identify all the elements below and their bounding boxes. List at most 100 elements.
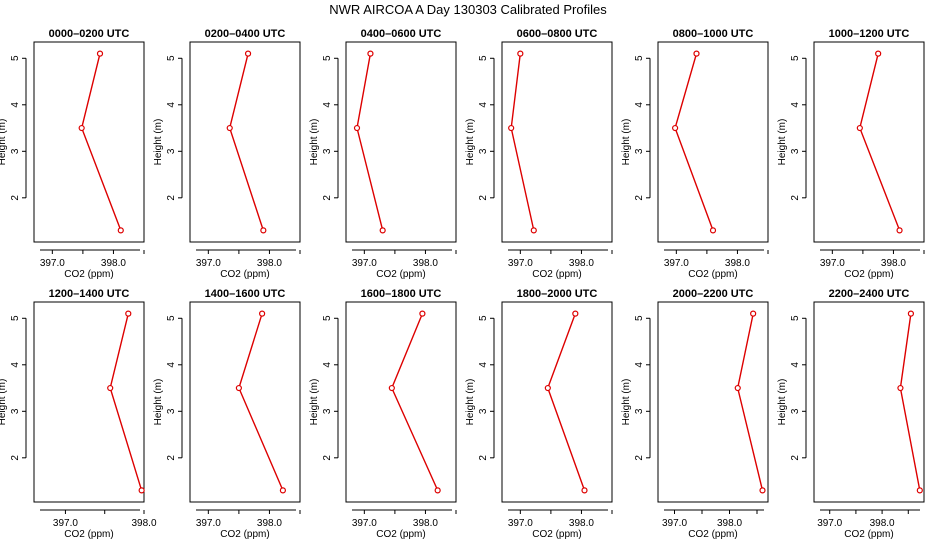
x-tick-label: 397.0 [196, 518, 221, 529]
y-tick-label: 3 [478, 148, 489, 154]
x-axis-label: CO2 (ppm) [220, 269, 269, 280]
y-tick-label: 3 [478, 408, 489, 414]
y-tick-label: 4 [322, 102, 333, 108]
y-axis-label: Height (m) [777, 379, 788, 426]
x-tick-label: 398.0 [413, 258, 438, 269]
x-tick-label: 398.0 [870, 518, 895, 529]
x-axis-label: CO2 (ppm) [376, 529, 425, 540]
data-point [279, 487, 286, 494]
x-tick-label: 398.0 [257, 518, 282, 529]
x-tick-label: 397.0 [820, 258, 845, 269]
data-point [572, 310, 579, 317]
y-tick-label: 3 [10, 148, 21, 154]
plot-frame [189, 41, 301, 243]
y-tick-label: 5 [634, 55, 645, 61]
y-axis-label: Height (m) [0, 379, 8, 426]
y-axis-label: Height (m) [309, 379, 320, 426]
panel-title: 0600–0800 UTC [517, 28, 598, 40]
plot-frame [813, 301, 925, 503]
profile-line [391, 313, 439, 491]
x-tick-label: 397.0 [53, 518, 78, 529]
data-point [544, 384, 551, 392]
data-point [419, 310, 426, 317]
panel-title: 1400–1600 UTC [205, 288, 286, 300]
x-tick-label: 398.0 [569, 258, 594, 269]
y-tick-label: 2 [634, 455, 645, 461]
y-axis-label: Height (m) [309, 119, 320, 166]
data-point [916, 487, 923, 494]
x-tick-label: 397.0 [508, 258, 533, 269]
y-tick-label: 2 [322, 195, 333, 201]
y-tick-label: 4 [790, 362, 801, 368]
y-axis-label: Height (m) [777, 119, 788, 166]
y-tick-label: 2 [478, 455, 489, 461]
y-tick-label: 4 [634, 102, 645, 108]
y-tick-label: 3 [166, 148, 177, 154]
y-tick-label: 2 [634, 195, 645, 201]
panel-title: 2200–2400 UTC [829, 288, 910, 300]
plot-frame [345, 41, 457, 243]
y-axis-label: Height (m) [621, 119, 632, 166]
y-tick-label: 4 [790, 102, 801, 108]
data-point [856, 124, 863, 132]
plot-frame [345, 301, 457, 503]
plot-frame [33, 301, 145, 503]
plot-frame [657, 41, 769, 243]
x-tick-label: 398.0 [725, 258, 750, 269]
data-point [353, 124, 361, 132]
page-title: NWR AIRCOA A Day 130303 Calibrated Profi… [329, 2, 607, 17]
panel-title: 1000–1200 UTC [829, 28, 910, 40]
panel-title: 0200–0400 UTC [205, 28, 286, 40]
panel-title: 1800–2000 UTC [517, 288, 598, 300]
data-point [709, 227, 717, 234]
profile-line [228, 53, 264, 231]
x-axis-label: CO2 (ppm) [64, 529, 113, 540]
plot-frame [813, 41, 925, 243]
y-tick-label: 5 [322, 315, 333, 321]
y-tick-label: 3 [634, 408, 645, 414]
panel-title: 0000–0200 UTC [49, 28, 130, 40]
x-axis-label: CO2 (ppm) [688, 529, 737, 540]
y-tick-label: 5 [10, 55, 21, 61]
y-tick-label: 5 [634, 315, 645, 321]
data-point [260, 227, 267, 234]
data-point [896, 227, 903, 234]
profile-line [899, 313, 921, 491]
panel-title: 1600–1800 UTC [361, 288, 442, 300]
profile-line [674, 53, 714, 231]
y-axis-label: Height (m) [153, 379, 164, 426]
data-point [907, 310, 915, 317]
y-tick-label: 5 [166, 315, 177, 321]
y-tick-label: 2 [790, 195, 801, 201]
x-axis-label: CO2 (ppm) [688, 269, 737, 280]
data-point [107, 384, 114, 392]
x-tick-label: 397.0 [40, 258, 65, 269]
data-point [244, 50, 252, 57]
plot-frame [501, 41, 613, 243]
x-tick-label: 397.0 [352, 518, 377, 529]
y-axis-label: Height (m) [0, 119, 8, 166]
y-tick-label: 4 [166, 102, 177, 108]
x-tick-label: 398.0 [569, 518, 594, 529]
x-tick-label: 397.0 [196, 258, 221, 269]
data-point [517, 50, 524, 57]
y-tick-label: 2 [478, 195, 489, 201]
y-axis-label: Height (m) [153, 119, 164, 166]
y-tick-label: 3 [790, 148, 801, 154]
y-tick-label: 2 [166, 195, 177, 201]
y-tick-label: 4 [634, 362, 645, 368]
x-tick-label: 397.0 [664, 258, 689, 269]
data-point [693, 50, 700, 57]
data-point [96, 50, 104, 57]
data-point [367, 50, 374, 57]
y-tick-label: 2 [10, 455, 21, 461]
data-point [734, 384, 741, 392]
